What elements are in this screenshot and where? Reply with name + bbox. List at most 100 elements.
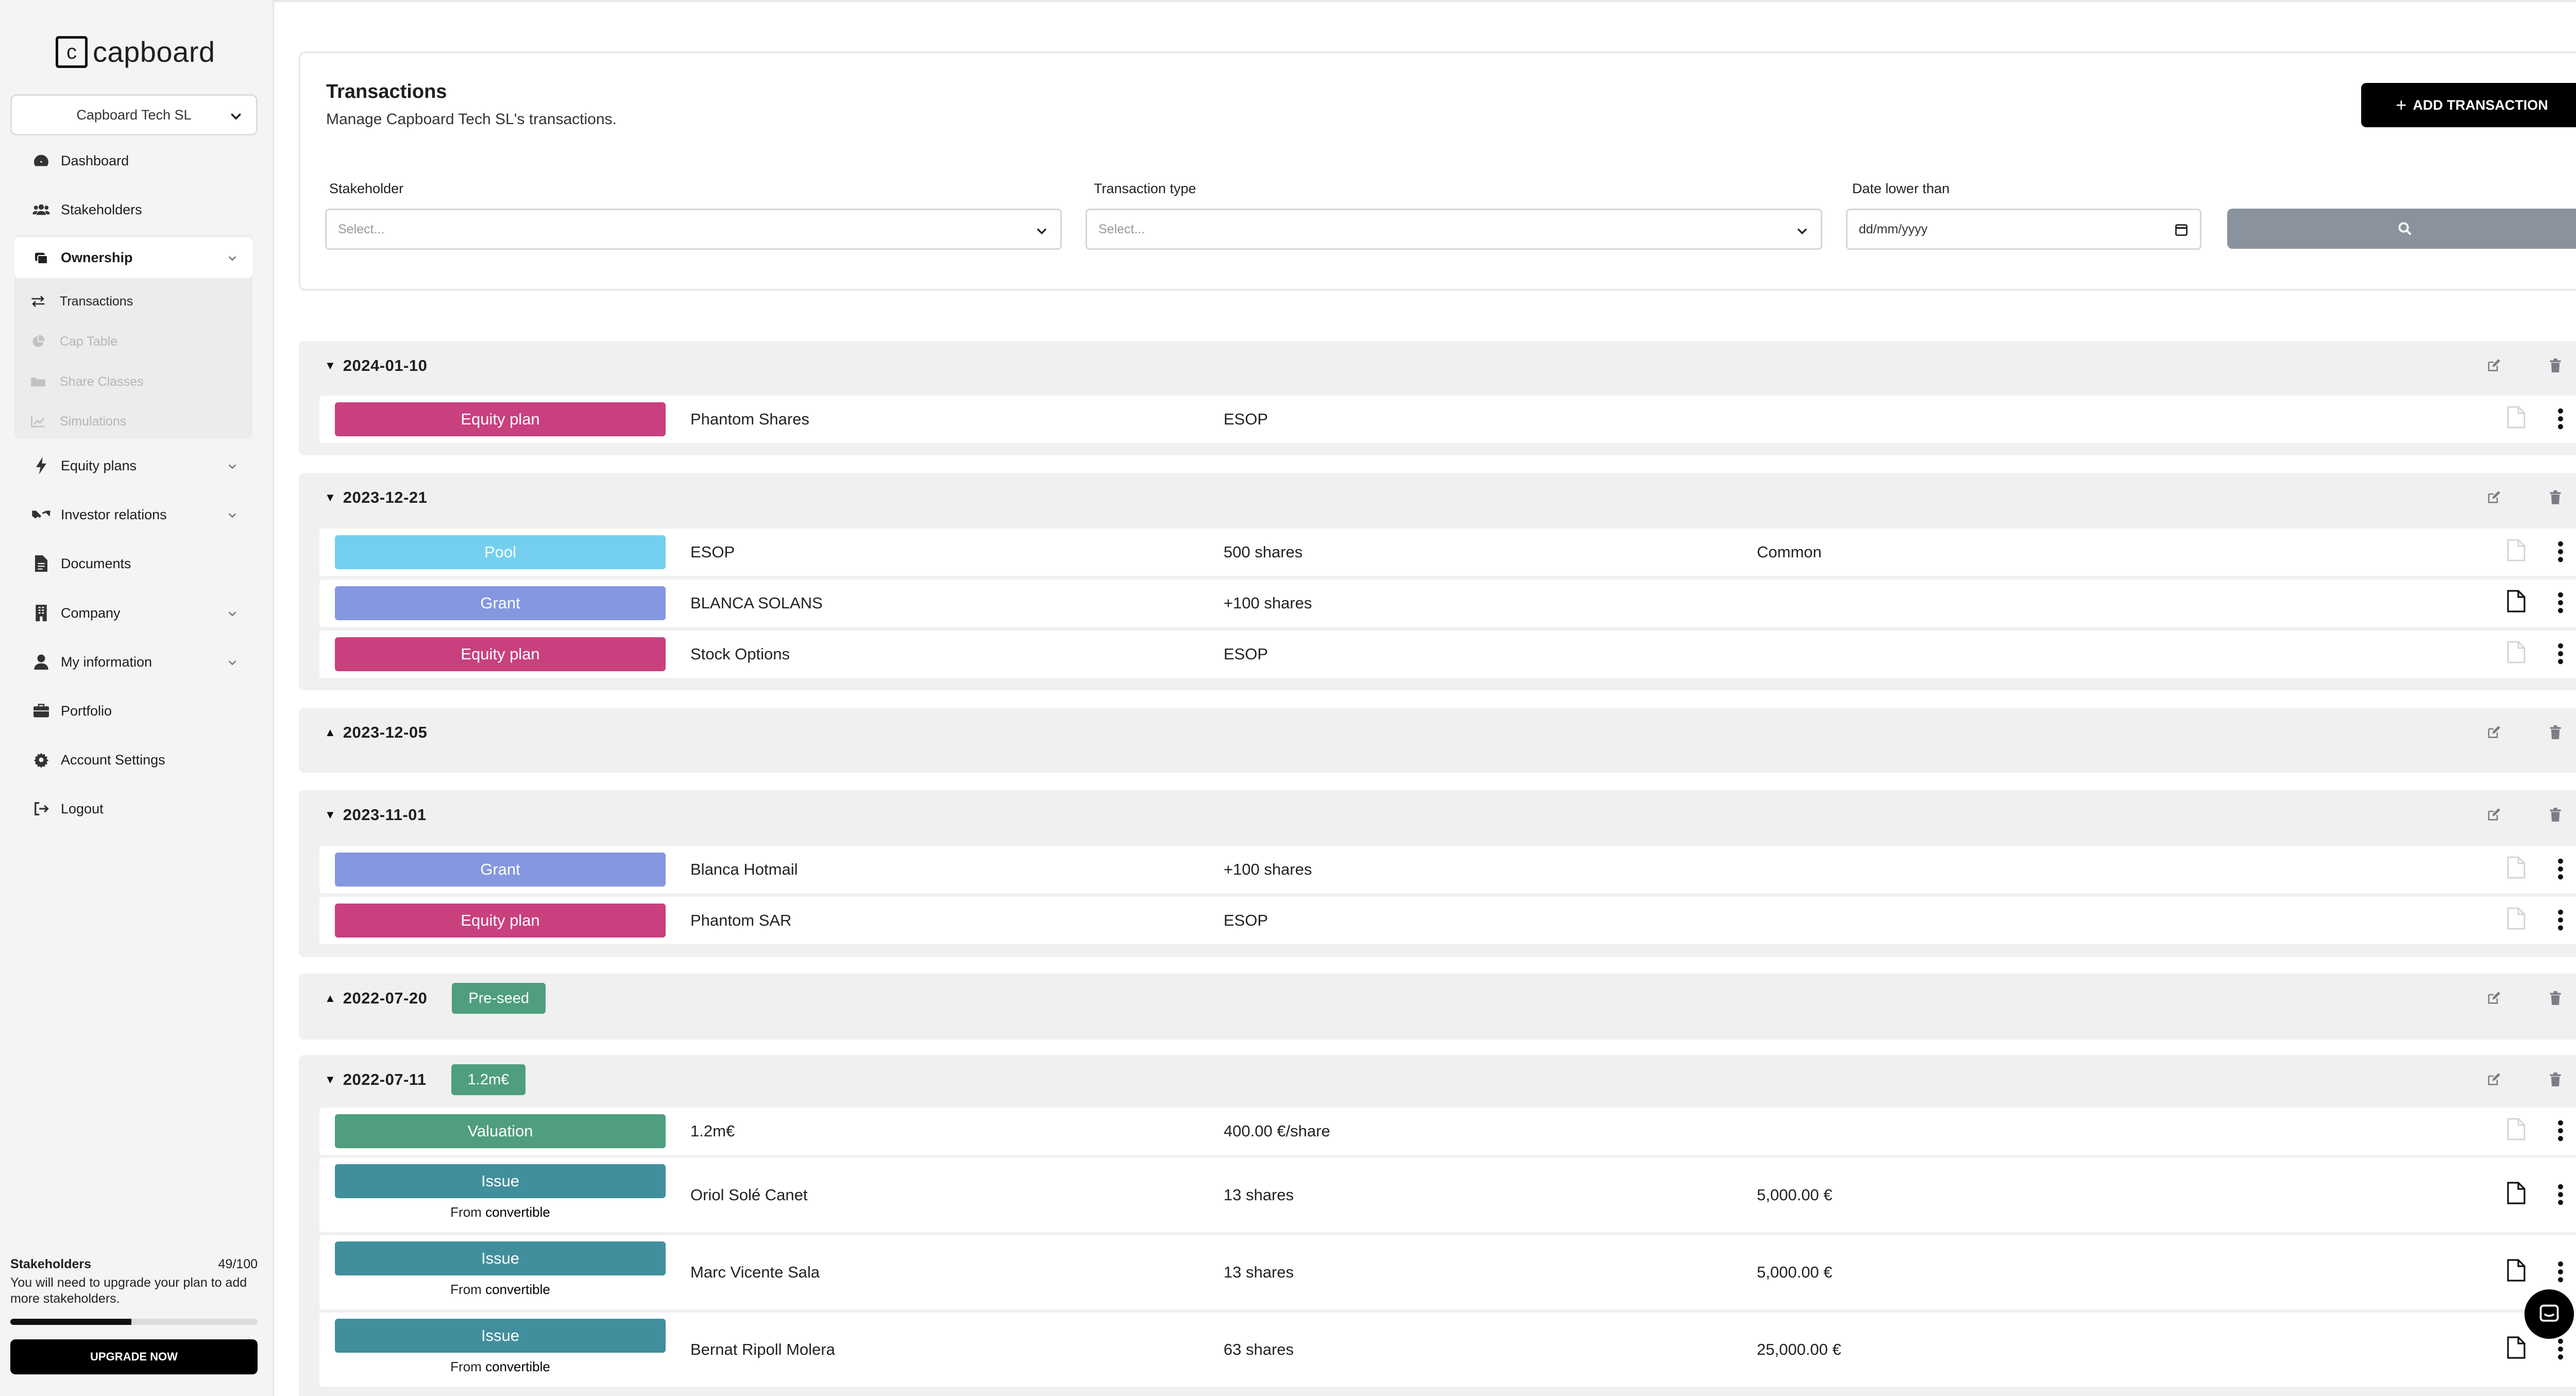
transaction-row[interactable]: Equity plan Phantom SAR ESOP xyxy=(319,897,2576,944)
stakeholder-select[interactable]: Select... xyxy=(325,209,1062,250)
group-toggle[interactable]: ▼ 2024-01-10 xyxy=(325,356,427,375)
transaction-row[interactable]: Grant Blanca Hotmail +100 shares xyxy=(319,846,2576,893)
plan-usage-note: You will need to upgrade your plan to ad… xyxy=(10,1275,247,1306)
group-date: 2023-12-21 xyxy=(343,488,428,506)
top-divider xyxy=(274,0,2576,2)
sidebar-sub-share-classes[interactable]: Share Classes xyxy=(29,364,245,400)
sidebar-item-documents[interactable]: Documents xyxy=(14,543,252,584)
search-button[interactable] xyxy=(2227,209,2576,249)
gauge-icon xyxy=(31,152,52,169)
more-options-icon[interactable] xyxy=(2557,1120,2564,1142)
company-selector[interactable]: Capboard Tech SL xyxy=(10,94,258,135)
sidebar-item-investor-relations[interactable]: Investor relations xyxy=(14,494,252,535)
group-date: 2023-11-01 xyxy=(343,806,427,824)
sidebar-item-company[interactable]: Company xyxy=(14,592,252,634)
row-quantity: 13 shares xyxy=(1224,1186,1294,1204)
layers-icon xyxy=(31,249,52,266)
more-options-icon[interactable] xyxy=(2557,541,2564,563)
edit-icon[interactable] xyxy=(2483,725,2504,740)
sidebar-item-label: Portfolio xyxy=(61,703,112,719)
group-actions xyxy=(2442,725,2566,740)
transaction-row[interactable]: Grant BLANCA SOLANS +100 shares xyxy=(319,580,2576,627)
upgrade-button[interactable]: UPGRADE NOW xyxy=(10,1339,258,1374)
document-icon[interactable] xyxy=(2507,1259,2526,1282)
chevron-down-icon xyxy=(227,461,238,472)
capboard-logo[interactable]: c capboard xyxy=(56,35,215,69)
group-toggle[interactable]: ▼ 2022-07-11 1.2m€ xyxy=(325,1064,526,1095)
more-options-icon[interactable] xyxy=(2557,909,2564,931)
more-options-icon[interactable] xyxy=(2557,1184,2564,1205)
document-icon[interactable] xyxy=(2507,406,2526,429)
more-options-icon[interactable] xyxy=(2557,408,2564,430)
sidebar-item-stakeholders[interactable]: Stakeholders xyxy=(14,189,252,230)
document-icon[interactable] xyxy=(2507,1182,2526,1204)
document-icon[interactable] xyxy=(2507,539,2526,561)
date-lower-than-input[interactable]: dd/mm/yyyy xyxy=(1846,209,2201,250)
transaction-row[interactable]: Equity plan Stock Options ESOP xyxy=(319,631,2576,678)
page-title: Transactions xyxy=(326,81,447,103)
sidebar-item-account-settings[interactable]: Account Settings xyxy=(14,739,252,780)
group-actions xyxy=(2442,1072,2566,1087)
edit-icon[interactable] xyxy=(2483,991,2504,1006)
plan-usage-count: 49/100 xyxy=(218,1257,258,1271)
sidebar-sub-transactions[interactable]: Transactions xyxy=(29,283,245,319)
transaction-type-select[interactable]: Select... xyxy=(1086,209,1822,250)
caret-down-icon: ▼ xyxy=(325,808,336,821)
row-name: Phantom SAR xyxy=(690,911,792,929)
document-icon[interactable] xyxy=(2507,641,2526,663)
document-icon[interactable] xyxy=(2507,856,2526,879)
transaction-type-badge: Equity plan xyxy=(335,637,666,671)
edit-icon[interactable] xyxy=(2483,1072,2504,1087)
sidebar-sub-cap-table[interactable]: Cap Table xyxy=(29,324,245,360)
chart-icon xyxy=(29,415,47,428)
trash-icon[interactable] xyxy=(2545,991,2566,1006)
transaction-type-badge: Issue xyxy=(335,1319,666,1353)
group-toggle[interactable]: ▼ 2023-12-21 xyxy=(325,488,427,507)
group-toggle[interactable]: ▲ 2023-12-05 xyxy=(325,723,427,742)
sidebar-item-my-information[interactable]: My information xyxy=(14,641,252,683)
group-toggle[interactable]: ▲ 2022-07-20 Pre-seed xyxy=(325,983,546,1014)
transaction-row[interactable]: Pool ESOP 500 shares Common xyxy=(319,529,2576,576)
add-transaction-button[interactable]: + ADD TRANSACTION xyxy=(2361,83,2576,127)
transaction-row[interactable]: Issue From convertible Oriol Solé Canet … xyxy=(319,1158,2576,1232)
folder-icon xyxy=(29,376,47,388)
sidebar-item-dashboard[interactable]: Dashboard xyxy=(14,140,252,181)
edit-icon[interactable] xyxy=(2483,808,2504,822)
more-options-icon[interactable] xyxy=(2557,1261,2564,1283)
transaction-group: ▼ 2024-01-10 Equity plan Phantom Shares … xyxy=(299,341,2576,455)
row-quantity: 63 shares xyxy=(1224,1340,1294,1358)
sidebar-item-ownership[interactable]: Ownership xyxy=(14,237,252,278)
sidebar-item-logout[interactable]: Logout xyxy=(14,788,252,829)
support-chat-button[interactable] xyxy=(2524,1289,2574,1339)
transaction-row[interactable]: Issue From convertible Marc Vicente Sala… xyxy=(319,1235,2576,1309)
trash-icon[interactable] xyxy=(2545,808,2566,822)
document-icon[interactable] xyxy=(2507,907,2526,930)
trash-icon[interactable] xyxy=(2545,359,2566,373)
edit-icon[interactable] xyxy=(2483,490,2504,505)
transaction-row[interactable]: Issue From convertible Bernat Ripoll Mol… xyxy=(319,1313,2576,1387)
arrows-icon xyxy=(29,295,47,308)
row-quantity: 13 shares xyxy=(1224,1263,1294,1281)
trash-icon[interactable] xyxy=(2545,490,2566,505)
trash-icon[interactable] xyxy=(2545,725,2566,740)
group-toggle[interactable]: ▼ 2023-11-01 xyxy=(325,806,427,824)
company-name: Capboard Tech SL xyxy=(76,107,192,123)
transaction-row[interactable]: Valuation 1.2m€ 400.00 €/share xyxy=(319,1108,2576,1155)
document-icon[interactable] xyxy=(2507,590,2526,612)
row-class: Common xyxy=(1757,543,1822,561)
more-options-icon[interactable] xyxy=(2557,858,2564,880)
sidebar-item-portfolio[interactable]: Portfolio xyxy=(14,690,252,731)
trash-icon[interactable] xyxy=(2545,1072,2566,1087)
caret-down-icon: ▼ xyxy=(325,1073,336,1086)
edit-icon[interactable] xyxy=(2483,359,2504,373)
sidebar-sub-simulations[interactable]: Simulations xyxy=(29,403,245,439)
sidebar-item-equity-plans[interactable]: Equity plans xyxy=(14,445,252,486)
transaction-row[interactable]: Equity plan Phantom Shares ESOP xyxy=(319,396,2576,443)
document-icon[interactable] xyxy=(2507,1336,2526,1359)
more-options-icon[interactable] xyxy=(2557,643,2564,665)
sidebar: c capboard Capboard Tech SL Dashboard St… xyxy=(0,0,274,1396)
sidebar-item-label: Company xyxy=(61,605,121,621)
document-icon[interactable] xyxy=(2507,1118,2526,1140)
more-options-icon[interactable] xyxy=(2557,1338,2564,1360)
more-options-icon[interactable] xyxy=(2557,592,2564,614)
